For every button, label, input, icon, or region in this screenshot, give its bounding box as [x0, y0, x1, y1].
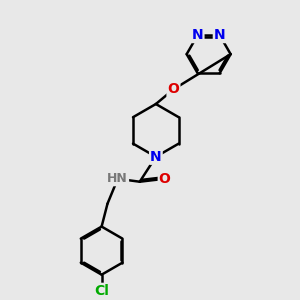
- Text: N: N: [192, 28, 203, 42]
- Text: HN: HN: [107, 172, 128, 185]
- Text: N: N: [150, 150, 162, 164]
- Text: O: O: [167, 82, 179, 96]
- Text: N: N: [214, 28, 226, 42]
- Text: Cl: Cl: [94, 284, 109, 298]
- Text: O: O: [159, 172, 171, 186]
